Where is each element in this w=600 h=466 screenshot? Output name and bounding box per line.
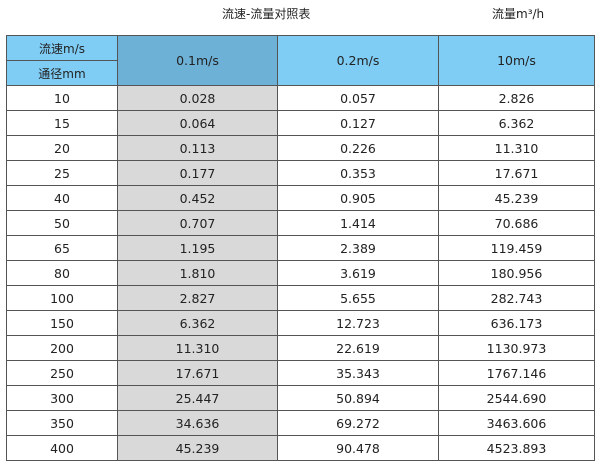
flow-cell: 0.707: [117, 210, 278, 236]
column-header: 0.2m/s: [277, 35, 439, 86]
flow-cell: 0.452: [117, 185, 278, 211]
flow-cell: 70.686: [438, 210, 595, 236]
table-row: 15 0.064 0.127 6.362: [6, 110, 595, 136]
flow-cell: 3463.606: [438, 410, 595, 436]
diameter-header: 通径mm: [6, 60, 118, 86]
column-header: 0.1m/s: [117, 35, 278, 86]
table-row: 350 34.636 69.272 3463.606: [6, 410, 595, 436]
velocity-header: 流速m/s: [6, 35, 118, 61]
header-row: 通径mm: [6, 60, 595, 86]
diameter-cell: 20: [6, 135, 118, 161]
flow-cell: 35.343: [277, 360, 439, 386]
flow-cell: 69.272: [277, 410, 439, 436]
table-row: 100 2.827 5.655 282.743: [6, 285, 595, 311]
flow-cell: 0.177: [117, 160, 278, 186]
flow-cell: 119.459: [438, 235, 595, 261]
table-row: 40 0.452 0.905 45.239: [6, 185, 595, 211]
flow-cell: 17.671: [117, 360, 278, 386]
diameter-cell: 250: [6, 360, 118, 386]
flow-cell: 45.239: [438, 185, 595, 211]
diameter-cell: 100: [6, 285, 118, 311]
flow-cell: 90.478: [277, 435, 439, 461]
diameter-cell: 40: [6, 185, 118, 211]
table-row: 400 45.239 90.478 4523.893: [6, 435, 595, 461]
flow-cell: 1.810: [117, 260, 278, 286]
flow-cell: 3.619: [277, 260, 439, 286]
flow-cell: 11.310: [438, 135, 595, 161]
table-row: 25 0.177 0.353 17.671: [6, 160, 595, 186]
diameter-cell: 150: [6, 310, 118, 336]
flow-cell: 12.723: [277, 310, 439, 336]
flow-cell: 0.028: [117, 85, 278, 111]
flow-cell: 1.414: [277, 210, 439, 236]
table-row: 10 0.028 0.057 2.826: [6, 85, 595, 111]
flow-cell: 0.127: [277, 110, 439, 136]
diameter-cell: 80: [6, 260, 118, 286]
diameter-cell: 65: [6, 235, 118, 261]
flow-cell: 1.195: [117, 235, 278, 261]
diameter-cell: 50: [6, 210, 118, 236]
flow-cell: 2.827: [117, 285, 278, 311]
flow-cell: 22.619: [277, 335, 439, 361]
table-row: 65 1.195 2.389 119.459: [6, 235, 595, 261]
flow-cell: 180.956: [438, 260, 595, 286]
flow-cell: 6.362: [117, 310, 278, 336]
diameter-cell: 25: [6, 160, 118, 186]
flow-rate-table: 流速m/s 0.1m/s 0.2m/s 10m/s 通径mm 10 0.028 0.…: [6, 35, 595, 461]
flow-cell: 6.362: [438, 110, 595, 136]
flow-cell: 2.389: [277, 235, 439, 261]
flow-cell: 4523.893: [438, 435, 595, 461]
flow-cell: 636.173: [438, 310, 595, 336]
table-title: 流速-流量对照表: [222, 7, 311, 21]
unit-label: 流量m³/h: [492, 7, 545, 21]
flow-cell: 17.671: [438, 160, 595, 186]
flow-cell: 0.064: [117, 110, 278, 136]
table-row: 200 11.310 22.619 1130.973: [6, 335, 595, 361]
flow-cell: 45.239: [117, 435, 278, 461]
flow-cell: 2544.690: [438, 385, 595, 411]
column-header: 10m/s: [438, 35, 595, 86]
flow-cell: 0.113: [117, 135, 278, 161]
flow-cell: 25.447: [117, 385, 278, 411]
flow-cell: 1767.146: [438, 360, 595, 386]
diameter-cell: 350: [6, 410, 118, 436]
header-row: 流速m/s 0.1m/s 0.2m/s 10m/s: [6, 35, 595, 86]
table-row: 300 25.447 50.894 2544.690: [6, 385, 595, 411]
table-row: 250 17.671 35.343 1767.146: [6, 360, 595, 386]
table-row: 150 6.362 12.723 636.173: [6, 310, 595, 336]
table-row: 50 0.707 1.414 70.686: [6, 210, 595, 236]
flow-cell: 0.057: [277, 85, 439, 111]
flow-cell: 2.826: [438, 85, 595, 111]
table-row: 20 0.113 0.226 11.310: [6, 135, 595, 161]
flow-cell: 0.226: [277, 135, 439, 161]
flow-cell: 1130.973: [438, 335, 595, 361]
flow-cell: 11.310: [117, 335, 278, 361]
diameter-cell: 15: [6, 110, 118, 136]
diameter-cell: 10: [6, 85, 118, 111]
table-row: 80 1.810 3.619 180.956: [6, 260, 595, 286]
flow-cell: 282.743: [438, 285, 595, 311]
flow-cell: 5.655: [277, 285, 439, 311]
flow-cell: 34.636: [117, 410, 278, 436]
diameter-cell: 400: [6, 435, 118, 461]
flow-cell: 50.894: [277, 385, 439, 411]
flow-cell: 0.353: [277, 160, 439, 186]
diameter-cell: 200: [6, 335, 118, 361]
flow-cell: 0.905: [277, 185, 439, 211]
diameter-cell: 300: [6, 385, 118, 411]
